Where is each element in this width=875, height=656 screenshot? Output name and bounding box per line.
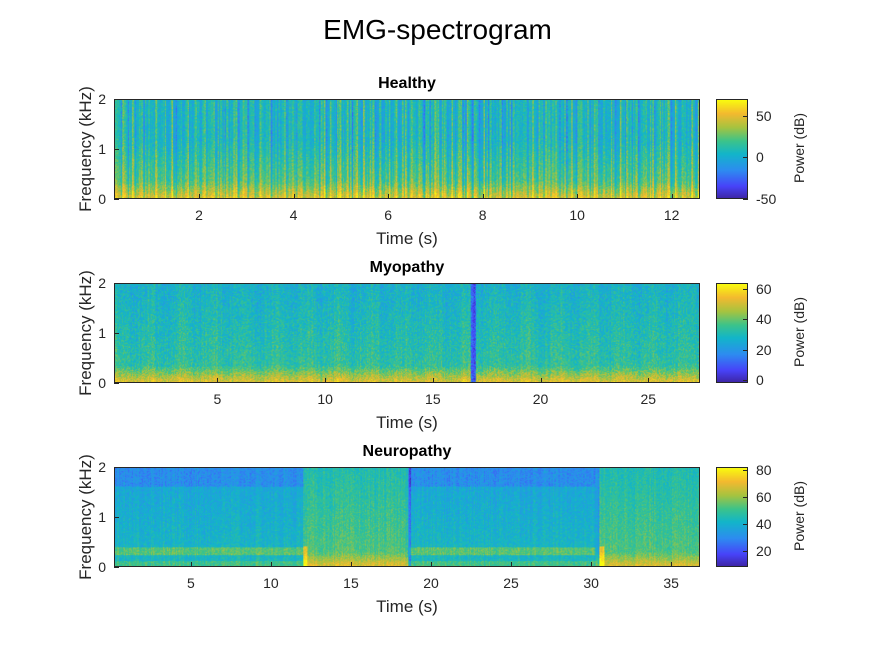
myopathy-ytick-label: 2	[98, 275, 106, 291]
healthy-ytick-mark	[114, 99, 119, 100]
healthy-colorbar-tick-label: 0	[756, 149, 764, 166]
neuropathy-xtick-label: 25	[503, 575, 519, 591]
neuropathy-colorbar	[716, 467, 748, 567]
myopathy-x-axis-label: Time (s)	[376, 413, 438, 432]
myopathy-xtick-mark	[540, 378, 542, 383]
myopathy-xtick-label: 5	[213, 391, 222, 407]
healthy-xtick-mark	[388, 194, 390, 199]
healthy-colorbar-tick-mark	[743, 115, 748, 117]
healthy-xtick-mark	[199, 194, 201, 199]
healthy-colorbar-tick-label: 50	[756, 107, 772, 124]
myopathy-xtick-mark	[432, 378, 434, 383]
healthy-spectrogram-image	[115, 100, 699, 198]
healthy-colorbar-tick-mark	[743, 157, 748, 159]
neuropathy-ytick-mark	[114, 467, 119, 468]
neuropathy-xtick-mark	[431, 562, 433, 567]
healthy-y-axis-label: Frequency (kHz)	[76, 86, 95, 212]
healthy-x-axis-label: Time (s)	[376, 229, 438, 248]
myopathy-colorbar-tick-mark	[743, 319, 748, 321]
myopathy-colorbar-tick-label: 60	[756, 281, 772, 298]
neuropathy-spectrogram-plot	[114, 467, 700, 567]
healthy-xtick-label: 2	[195, 207, 203, 223]
myopathy-colorbar-tick-label: 20	[756, 341, 772, 358]
healthy-panel-title: Healthy	[378, 75, 436, 92]
neuropathy-xtick-mark	[190, 562, 192, 567]
neuropathy-xtick-mark	[511, 562, 513, 567]
myopathy-colorbar	[716, 283, 748, 383]
neuropathy-ytick-label: 1	[98, 509, 106, 525]
myopathy-xtick-mark	[648, 378, 650, 383]
myopathy-colorbar-label: Power (dB)	[791, 296, 807, 368]
healthy-xtick-mark	[293, 194, 295, 199]
myopathy-y-axis-label: Frequency (kHz)	[76, 270, 95, 396]
myopathy-spectrogram-image	[115, 284, 699, 382]
myopathy-xtick-mark	[325, 378, 327, 383]
neuropathy-colorbar-tick-mark	[743, 469, 748, 471]
neuropathy-xtick-label: 5	[186, 575, 195, 591]
neuropathy-xtick-mark	[350, 562, 352, 567]
neuropathy-xtick-label: 20	[423, 575, 439, 591]
myopathy-ytick-label: 0	[98, 375, 106, 391]
neuropathy-colorbar-label: Power (dB)	[791, 480, 807, 552]
neuropathy-colorbar-tick-mark	[743, 523, 748, 525]
myopathy-ytick-mark	[114, 333, 119, 334]
neuropathy-ytick-label: 2	[98, 459, 106, 475]
neuropathy-xtick-mark	[270, 562, 272, 567]
neuropathy-xtick-mark	[591, 562, 593, 567]
myopathy-xtick-label: 15	[425, 391, 441, 407]
neuropathy-y-axis-label: Frequency (kHz)	[76, 454, 95, 580]
healthy-xtick-label: 6	[384, 207, 392, 223]
healthy-xtick-mark	[482, 194, 484, 199]
myopathy-panel-title: Myopathy	[369, 259, 445, 276]
neuropathy-ytick-label: 0	[98, 559, 106, 575]
neuropathy-colorbar-tick-label: 80	[756, 461, 772, 478]
neuropathy-ytick-mark	[114, 517, 119, 518]
healthy-ytick-label: 1	[98, 141, 106, 157]
neuropathy-panel-title: Neuropathy	[362, 443, 452, 460]
healthy-xtick-label: 12	[663, 207, 680, 223]
healthy-colorbar-tick-label: -50	[756, 191, 777, 207]
healthy-xtick-label: 4	[289, 207, 298, 223]
neuropathy-x-axis-label: Time (s)	[376, 597, 438, 616]
myopathy-ytick-label: 1	[98, 325, 106, 341]
myopathy-colorbar-tick-mark	[743, 289, 748, 291]
healthy-ytick-label: 0	[98, 191, 106, 207]
neuropathy-xtick-label: 35	[663, 575, 679, 591]
myopathy-spectrogram-plot	[114, 283, 700, 383]
healthy-ytick-mark	[114, 199, 119, 200]
healthy-ytick-mark	[114, 149, 119, 150]
healthy-xtick-mark	[577, 194, 579, 199]
healthy-xtick-label: 10	[569, 207, 585, 223]
figure-title: EMG-spectrogram	[323, 14, 552, 45]
neuropathy-ytick-mark	[114, 567, 119, 568]
neuropathy-colorbar-tick-mark	[743, 496, 748, 498]
neuropathy-colorbar-tick-label: 60	[756, 488, 772, 505]
healthy-colorbar-tick-mark	[743, 199, 748, 200]
healthy-ytick-label: 2	[98, 91, 106, 107]
myopathy-ytick-mark	[114, 283, 119, 284]
myopathy-xtick-label: 20	[532, 391, 549, 407]
neuropathy-xtick-label: 15	[343, 575, 359, 591]
myopathy-colorbar-tick-mark	[743, 379, 748, 381]
myopathy-colorbar-tick-label: 40	[756, 311, 772, 328]
neuropathy-colorbar-tick-label: 40	[756, 515, 772, 532]
neuropathy-xtick-label: 10	[263, 575, 279, 591]
myopathy-colorbar-tick-mark	[743, 349, 748, 351]
healthy-spectrogram-plot	[114, 99, 700, 199]
neuropathy-colorbar-tick-label: 20	[756, 542, 772, 559]
healthy-colorbar-label: Power (dB)	[791, 112, 807, 184]
neuropathy-spectrogram-image	[115, 468, 699, 566]
healthy-xtick-mark	[671, 194, 673, 199]
neuropathy-colorbar-tick-mark	[743, 550, 748, 552]
myopathy-xtick-label: 10	[317, 391, 333, 407]
healthy-xtick-label: 8	[478, 207, 487, 223]
neuropathy-xtick-label: 30	[583, 575, 599, 591]
myopathy-xtick-mark	[217, 378, 219, 383]
myopathy-ytick-mark	[114, 383, 119, 384]
myopathy-colorbar-tick-label: 0	[756, 371, 764, 388]
healthy-colorbar	[716, 99, 748, 199]
myopathy-xtick-label: 25	[640, 391, 657, 407]
neuropathy-xtick-mark	[671, 562, 673, 567]
